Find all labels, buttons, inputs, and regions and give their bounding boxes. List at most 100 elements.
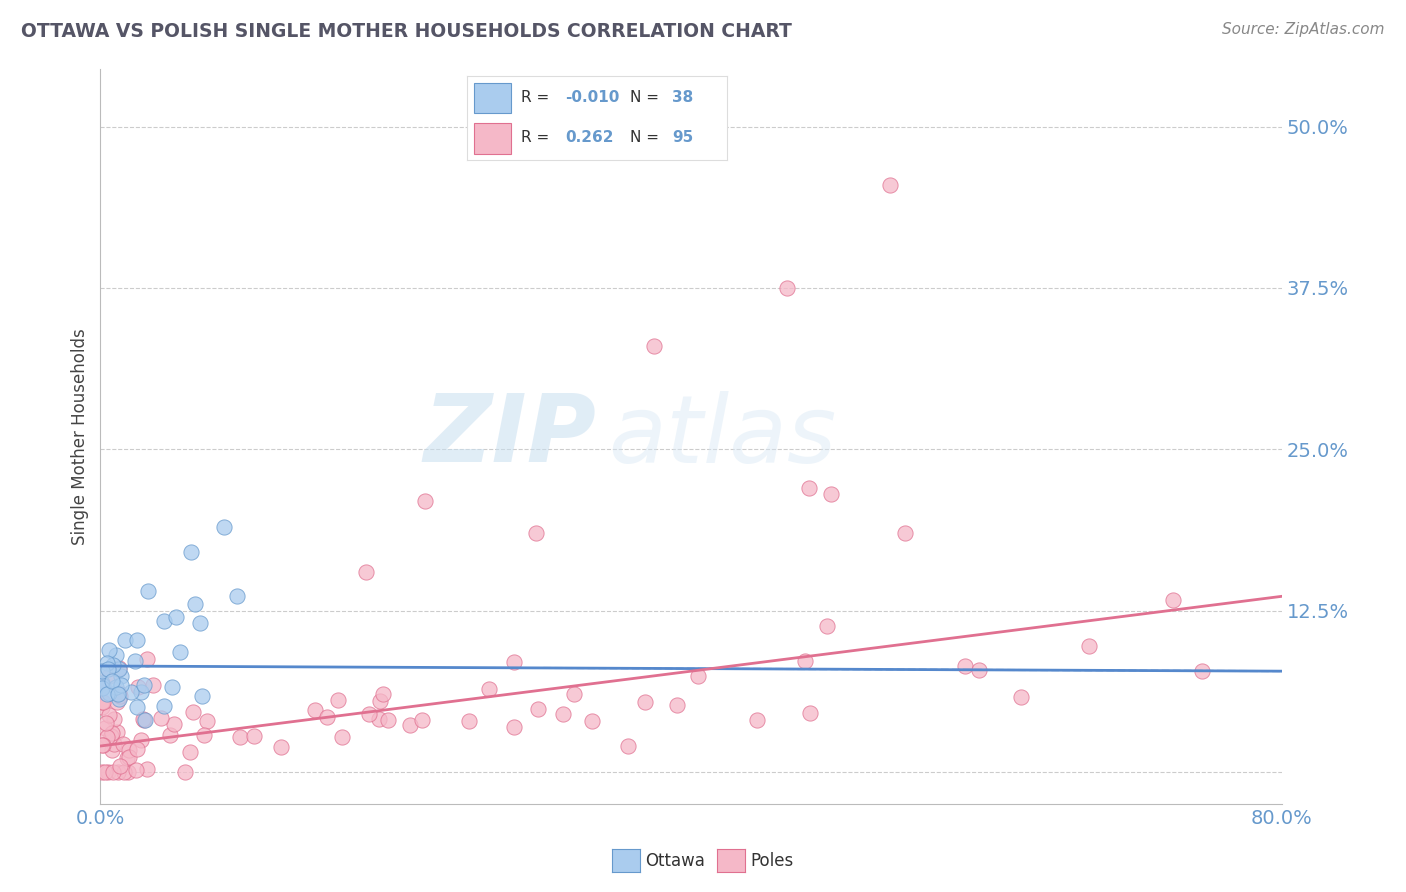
Point — [96, 687, 118, 701]
Point — [114, 633, 136, 648]
Point — [193, 728, 215, 742]
Point — [115, 750, 138, 764]
Point — [97, 764, 120, 779]
Point — [173, 764, 195, 779]
Point — [160, 680, 183, 694]
Point — [118, 743, 141, 757]
Point — [242, 729, 264, 743]
Point — [368, 694, 391, 708]
Point — [101, 657, 124, 672]
Point — [112, 737, 135, 751]
Y-axis label: Single Mother Households: Single Mother Households — [72, 328, 89, 545]
Point — [98, 669, 121, 683]
Point — [357, 706, 380, 721]
Text: OTTAWA VS POLISH SINGLE MOTHER HOUSEHOLDS CORRELATION CHART: OTTAWA VS POLISH SINGLE MOTHER HOUSEHOLD… — [21, 22, 792, 41]
Point — [1011, 690, 1033, 705]
Point — [953, 658, 976, 673]
Point — [108, 691, 131, 706]
Point — [820, 487, 842, 501]
Point — [270, 739, 292, 754]
Point — [793, 655, 815, 669]
Point — [103, 712, 125, 726]
Point — [967, 663, 990, 677]
Point — [169, 644, 191, 658]
Point — [413, 493, 436, 508]
Point — [551, 707, 574, 722]
Point — [90, 695, 112, 709]
Point — [125, 633, 148, 648]
Point — [110, 669, 132, 683]
Point — [104, 648, 127, 663]
Point — [643, 339, 665, 353]
Point — [159, 728, 181, 742]
Point — [478, 681, 501, 696]
Point — [94, 716, 117, 731]
Point — [368, 712, 391, 726]
Point — [138, 584, 160, 599]
Point — [100, 729, 122, 743]
Point — [894, 526, 917, 541]
Point — [125, 763, 148, 777]
Point — [97, 686, 120, 700]
Text: Poles: Poles — [751, 852, 794, 870]
Point — [153, 699, 176, 714]
Point — [136, 652, 159, 666]
Point — [634, 695, 657, 709]
Point — [107, 687, 129, 701]
Point — [328, 693, 350, 707]
Point — [330, 730, 353, 744]
Point — [91, 679, 114, 693]
Point — [1078, 639, 1101, 653]
Point — [101, 674, 124, 689]
Point — [107, 764, 129, 779]
Point — [90, 738, 112, 752]
Point — [197, 714, 219, 728]
Point — [98, 643, 121, 657]
Point — [181, 705, 204, 719]
Point — [105, 725, 128, 739]
Point — [124, 654, 146, 668]
Point — [153, 614, 176, 628]
Point — [879, 178, 901, 192]
Point — [129, 685, 152, 699]
Point — [118, 750, 141, 764]
Point — [226, 589, 249, 603]
Point — [524, 526, 547, 541]
Point — [1163, 593, 1185, 607]
Point — [799, 481, 821, 495]
Point — [665, 698, 688, 712]
Point — [127, 700, 149, 714]
Point — [617, 739, 640, 753]
Point — [108, 689, 131, 703]
Point — [91, 681, 114, 696]
Point — [96, 656, 118, 670]
Point — [581, 714, 603, 729]
Point — [120, 684, 142, 698]
Point — [93, 721, 115, 735]
Point — [129, 732, 152, 747]
Point — [91, 700, 114, 714]
Point — [191, 689, 214, 703]
Point — [354, 565, 377, 579]
Point — [97, 662, 120, 676]
Point — [411, 713, 433, 727]
Point — [105, 694, 128, 708]
Point — [527, 702, 550, 716]
Point — [815, 619, 838, 633]
Text: Source: ZipAtlas.com: Source: ZipAtlas.com — [1222, 22, 1385, 37]
Point — [132, 712, 155, 726]
Point — [96, 731, 118, 745]
Point — [163, 717, 186, 731]
Point — [184, 597, 207, 611]
Point — [228, 730, 250, 744]
Point — [107, 662, 129, 676]
Point — [150, 711, 173, 725]
Point — [93, 764, 115, 779]
Point — [105, 681, 128, 695]
Point — [165, 610, 187, 624]
Point — [107, 661, 129, 675]
Point — [134, 713, 156, 727]
Point — [103, 764, 125, 779]
Point — [776, 281, 799, 295]
Point — [688, 669, 710, 683]
